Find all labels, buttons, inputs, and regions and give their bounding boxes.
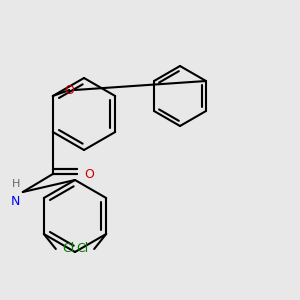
Text: N: N xyxy=(11,195,20,208)
Text: O: O xyxy=(84,167,94,181)
Text: H: H xyxy=(11,179,20,189)
Text: Cl: Cl xyxy=(62,242,74,256)
Text: Cl: Cl xyxy=(76,242,88,256)
Text: O: O xyxy=(64,83,74,97)
